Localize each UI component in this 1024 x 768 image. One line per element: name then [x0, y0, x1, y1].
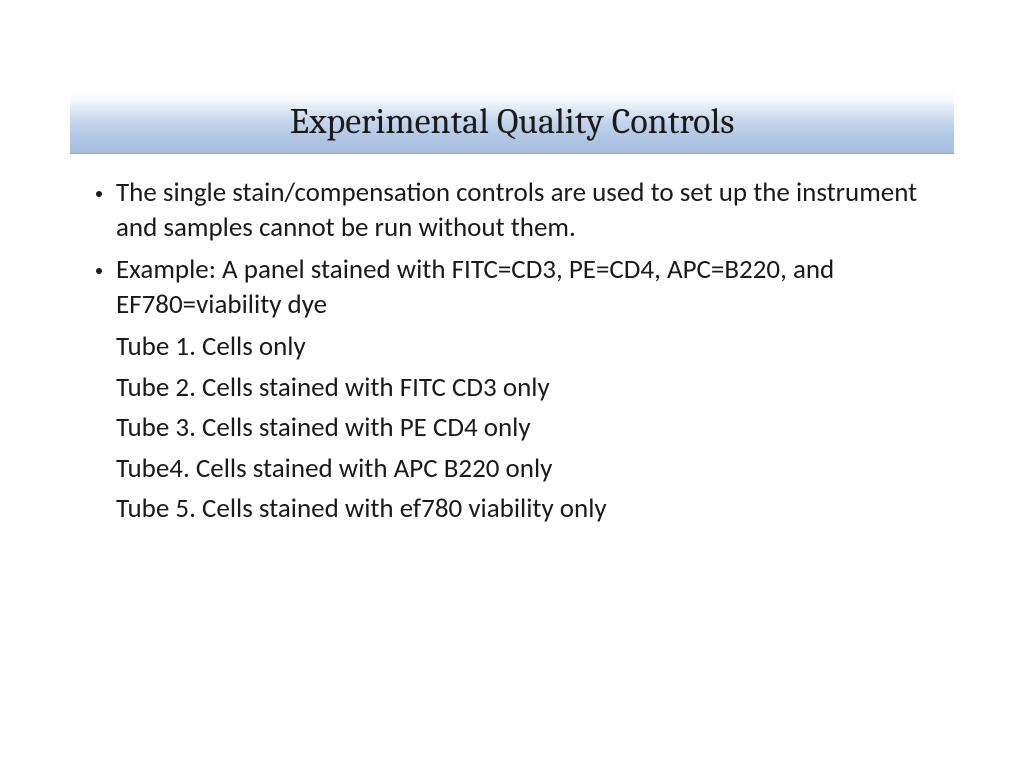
sub-item: Tube4. Cells stained with APC B220 only [116, 452, 934, 487]
slide-title: Experimental Quality Controls [290, 101, 735, 142]
sub-item: Tube 3. Cells stained with PE CD4 only [116, 411, 934, 446]
bullet-item: Example: A panel stained with FITC=CD3, … [90, 253, 934, 322]
bullet-marker [90, 176, 116, 245]
bullet-marker [90, 253, 116, 322]
bullet-text: Example: A panel stained with FITC=CD3, … [116, 253, 934, 322]
bullet-item: The single stain/compensation controls a… [90, 176, 934, 245]
sub-item: Tube 2. Cells stained with FITC CD3 only [116, 371, 934, 406]
sub-list: Tube 1. Cells only Tube 2. Cells stained… [116, 330, 934, 527]
slide-body: The single stain/compensation controls a… [70, 154, 954, 527]
slide-container: Experimental Quality Controls The single… [0, 0, 1024, 768]
sub-item: Tube 5. Cells stained with ef780 viabili… [116, 492, 934, 527]
sub-item: Tube 1. Cells only [116, 330, 934, 365]
bullet-text: The single stain/compensation controls a… [116, 176, 934, 245]
title-bar: Experimental Quality Controls [70, 90, 954, 154]
